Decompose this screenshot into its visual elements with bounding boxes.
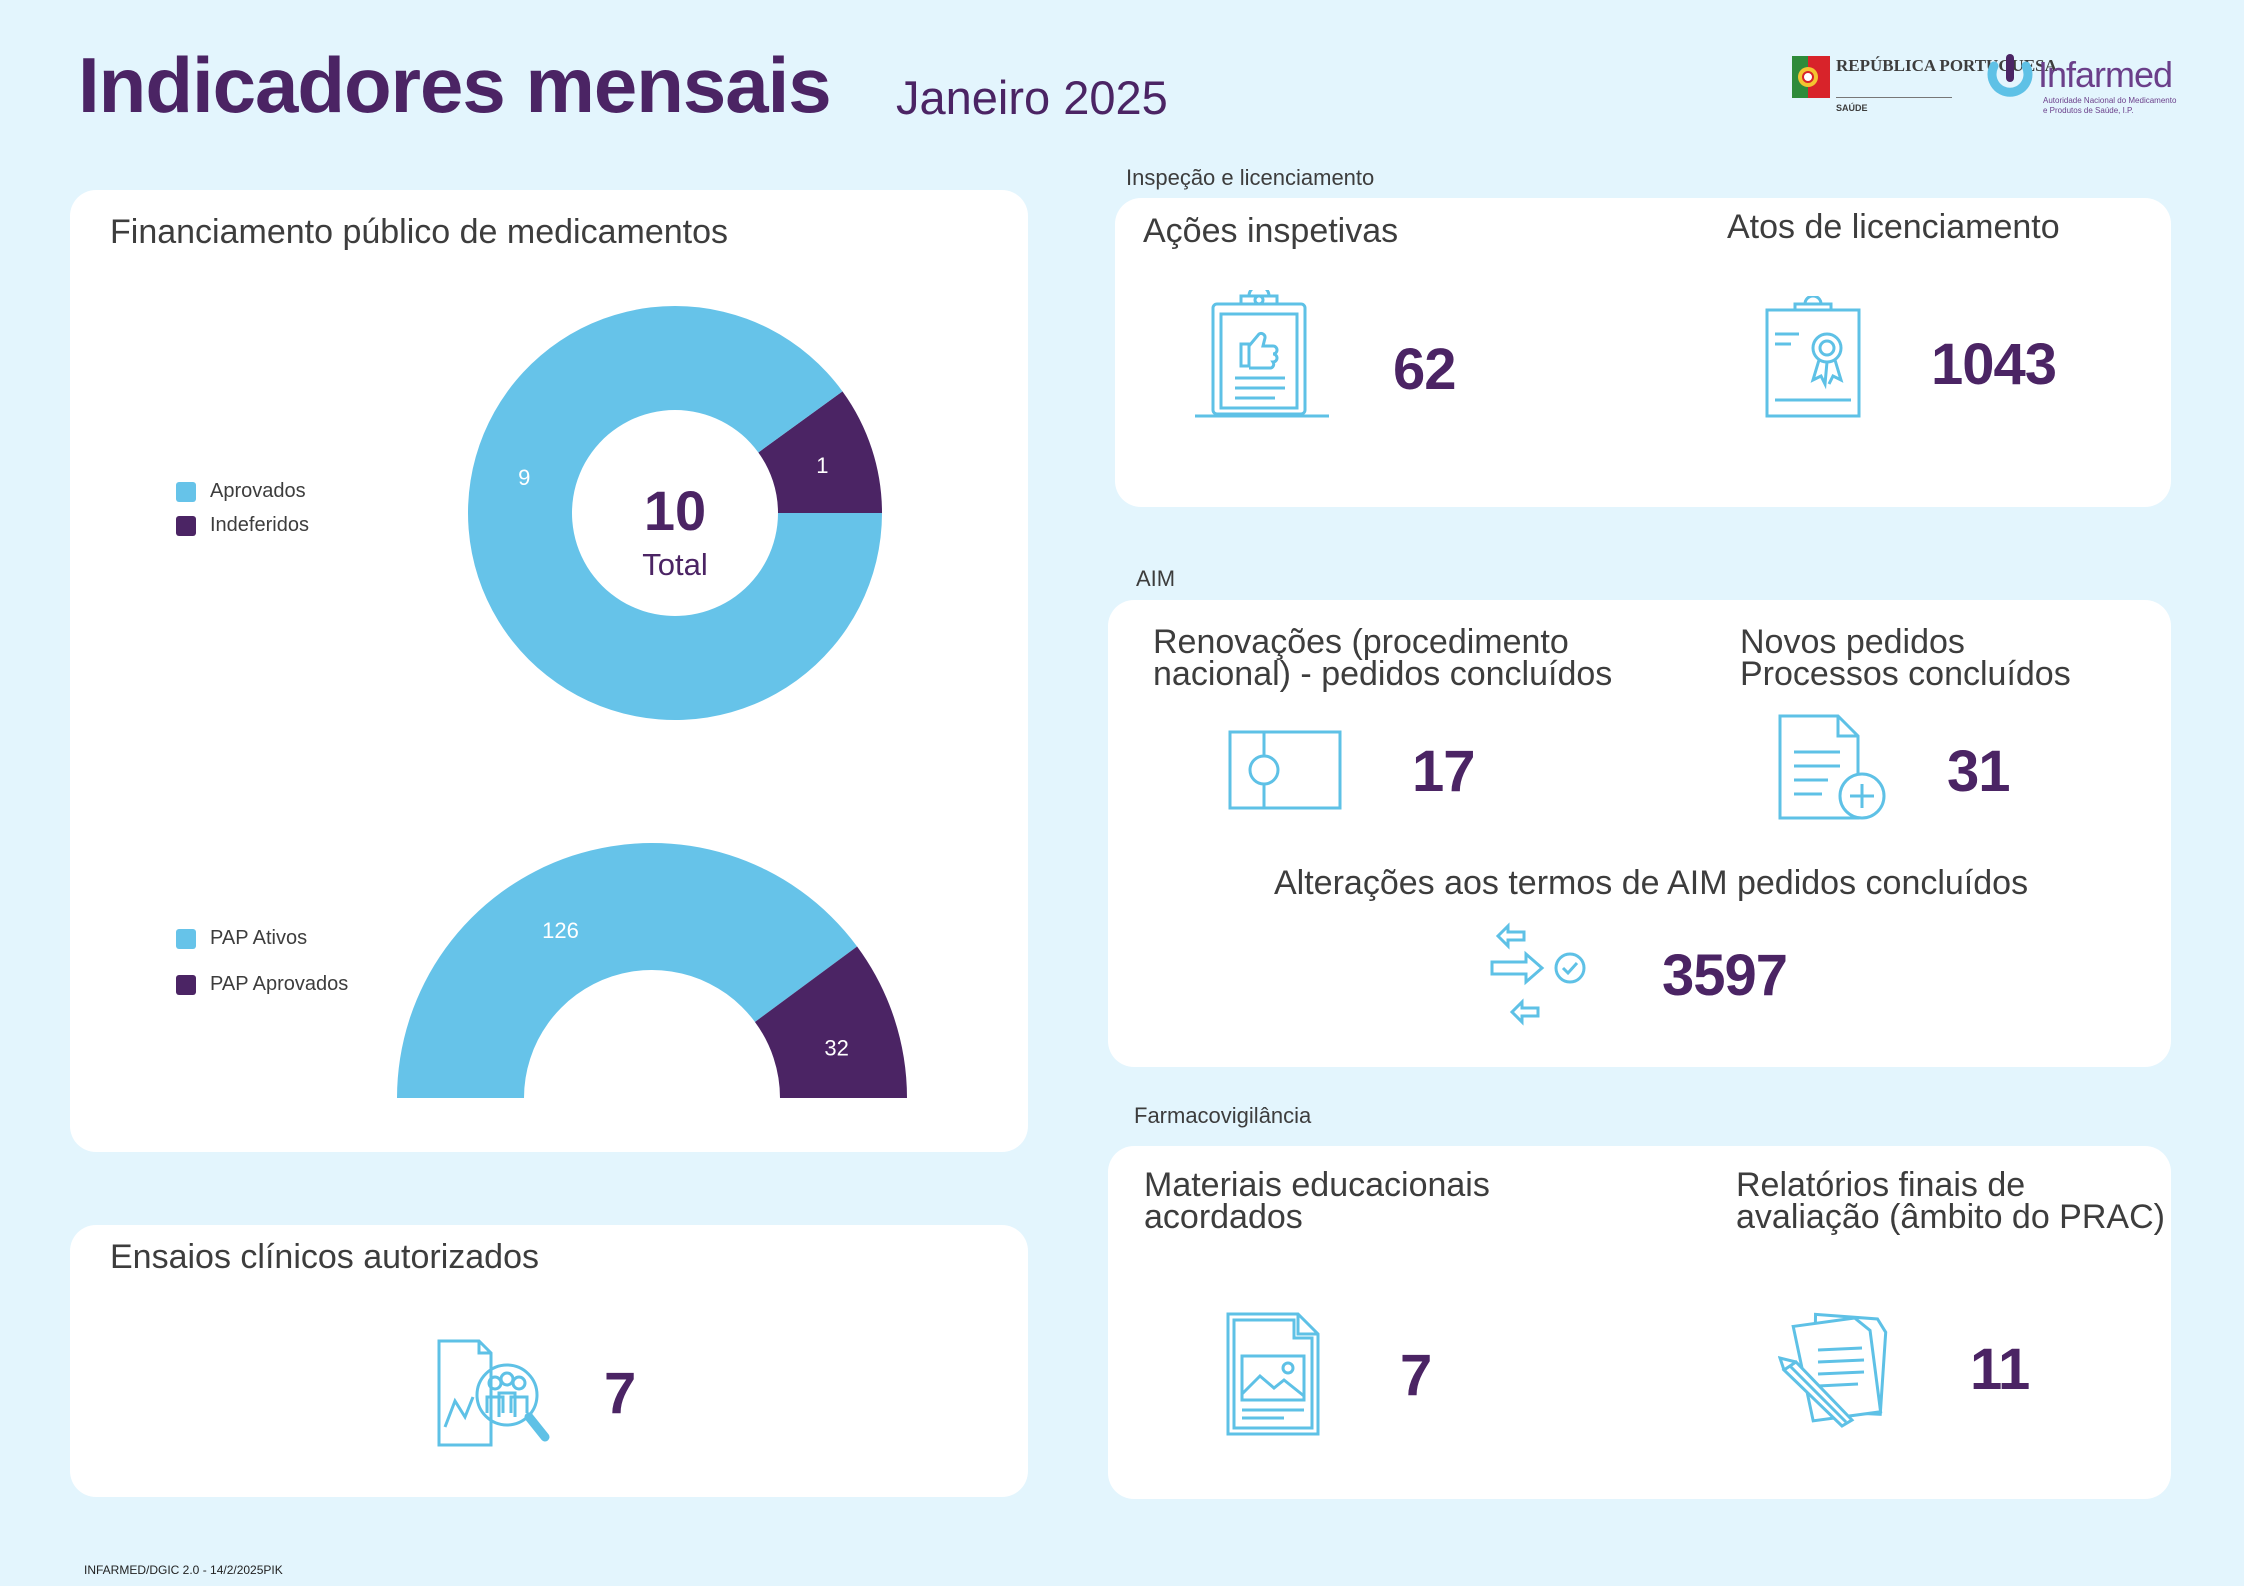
infarmed-logo-icon: [1987, 54, 2033, 97]
clipboard-thumbs-up-icon: [1195, 290, 1329, 422]
atos-value: 1043: [1931, 332, 2057, 397]
infarmed-logo-sub1: Autoridade Nacional do Medicamento: [2043, 96, 2177, 105]
rel-value: 11: [1970, 1337, 2030, 1402]
renov-title-line1: Renovações (procedimento: [1153, 623, 1569, 661]
mat-title-line2: acordados: [1144, 1198, 1303, 1236]
novos-value: 31: [1947, 739, 2011, 804]
aim-section-label: AIM: [1136, 566, 1176, 591]
donut-chart: 1 9 10 Total 126 32: [397, 306, 907, 1098]
alter-value: 3597: [1662, 943, 1788, 1008]
legend-pap-ativos: PAP Ativos: [176, 927, 307, 950]
half-donut-label-pap-aprovados: 32: [824, 1035, 848, 1060]
renewal-frame-icon: [1228, 730, 1342, 810]
legend-pap-aprovados: PAP Aprovados: [176, 973, 348, 996]
donut-segment-aprovados: [467, 306, 882, 720]
infarmed-logo-sub2: e Produtos de Saúde, I.P.: [2043, 106, 2134, 115]
inspecao-section-label: Inspeção e licenciamento: [1126, 165, 1375, 190]
novos-title-line1: Novos pedidos: [1740, 623, 1965, 661]
rel-title-line2: avaliação (âmbito do PRAC): [1736, 1198, 2165, 1236]
legend-label-aprovados: Aprovados: [210, 480, 306, 502]
republica-logo: [1790, 52, 1834, 107]
republica-emblem-icon: [1792, 56, 1830, 98]
legend-swatch-pap-aprovados: [176, 974, 196, 995]
ensaios-card: Ensaios clínicos autorizados 7: [70, 1225, 1028, 1497]
donut-segment-indeferidos: [758, 391, 882, 513]
mat-value: 7: [1400, 1343, 1432, 1408]
alter-title: Alterações aos termos de AIM pedidos con…: [1274, 864, 2029, 902]
ensaios-title: Ensaios clínicos autorizados: [110, 1238, 540, 1276]
new-document-plus-icon: [1776, 712, 1896, 824]
rel-title-line1: Relatórios finais de: [1736, 1166, 2026, 1204]
infarmed-logo-text: Infarmed: [2038, 54, 2173, 95]
financiamento-card: Financiamento público de medicamentos Ap…: [70, 190, 1028, 1152]
legend-swatch-aprovados: [176, 481, 196, 502]
novos-title-line2: Processos concluídos: [1740, 655, 2071, 693]
atos-title: Atos de licenciamento: [1727, 208, 2060, 246]
clinical-trial-icon: [435, 1337, 551, 1449]
inspecao-card: Ações inspetivas 62 Atos de licenciament…: [1115, 198, 2171, 507]
donut-center-value: 10: [644, 479, 706, 542]
half-donut-label-pap-ativos: 126: [542, 918, 579, 943]
legend-aprovados: Aprovados: [176, 480, 306, 503]
ensaios-value: 7: [604, 1361, 636, 1426]
page-period: Janeiro 2025: [896, 71, 1168, 124]
legend-swatch-indeferidos: [176, 515, 196, 536]
financiamento-title: Financiamento público de medicamentos: [110, 213, 729, 251]
legend-label-indeferidos: Indeferidos: [210, 514, 309, 536]
donut-label-aprovados: 9: [518, 465, 530, 490]
legend-indeferidos: Indeferidos: [176, 514, 309, 537]
educational-document-icon: [1224, 1310, 1322, 1438]
reports-pen-icon: [1778, 1310, 1908, 1436]
acoes-value: 62: [1393, 337, 1457, 402]
mat-title-line1: Materiais educacionais: [1144, 1166, 1490, 1204]
renov-value: 17: [1412, 739, 1476, 804]
acoes-title: Ações inspetivas: [1143, 212, 1399, 250]
infarmed-logo: [1986, 52, 2034, 109]
republica-logo-text: REPÚBLICA PORTUGUESA: [1836, 56, 2057, 75]
farmaco-card: Materiais educacionais acordados 7 Relat…: [1108, 1146, 2171, 1499]
footer-text: INFARMED/DGIC 2.0 - 14/2/2025PIK: [84, 1563, 283, 1577]
aim-card: Renovações (procedimento nacional) - ped…: [1108, 600, 2171, 1067]
half-donut-segment-pap-ativos: [397, 843, 858, 1098]
renov-title-line2: nacional) - pedidos concluídos: [1153, 655, 1613, 693]
half-donut-segment-pap-aprovados: [754, 946, 907, 1098]
legend-label-pap-ativos: PAP Ativos: [210, 927, 308, 949]
donut-center-label: Total: [642, 547, 707, 582]
republica-logo-sub: SAÚDE: [1836, 103, 1868, 113]
farmaco-section-label: Farmacovigilância: [1134, 1103, 1312, 1128]
legend-label-pap-aprovados: PAP Aprovados: [210, 973, 349, 995]
legend-swatch-pap-ativos: [176, 928, 196, 949]
clipboard-award-icon: [1761, 296, 1865, 420]
donut-label-indeferidos: 1: [816, 453, 828, 478]
republica-logo-divider: [1836, 97, 1952, 98]
exchange-arrows-check-icon: [1486, 922, 1606, 1032]
page-title: Indicadores mensais: [78, 41, 832, 129]
